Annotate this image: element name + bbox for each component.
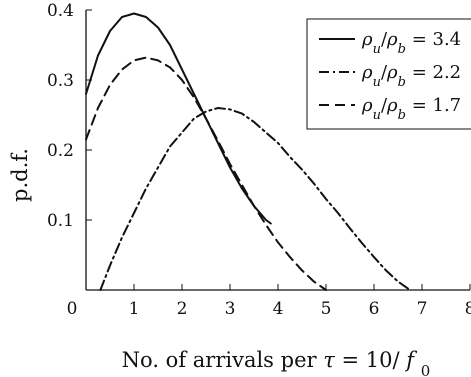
legend-label-2-part-6: = 2.2 <box>406 62 461 83</box>
x-tick-label-0: 0 <box>67 299 78 319</box>
legend-label-1-part-6: = 3.4 <box>406 29 461 50</box>
x-axis-label-subscript: 0 <box>421 362 431 377</box>
y-tick-label-0.4: 0.4 <box>47 1 74 21</box>
legend-label-1-part-5: b <box>398 42 406 57</box>
y-axis-label: p.d.f. <box>8 148 32 202</box>
x-axis-label-equals: = 10/ <box>342 348 401 372</box>
y-tick-label-0.2: 0.2 <box>47 141 74 161</box>
x-axis-label-prefix: No. of arrivals per <box>122 348 324 372</box>
legend-label-3-part-1: ρ <box>361 95 373 116</box>
series-line-1 <box>85 12 272 225</box>
y-tick-label-0.1: 0.1 <box>47 211 74 231</box>
x-tick-label-8: 8 <box>465 299 471 319</box>
x-tick-label-6: 6 <box>369 299 380 319</box>
series-line-3 <box>85 56 327 291</box>
legend: ρu/ρb = 3.4ρu/ρb = 2.2ρu/ρb = 1.7 <box>306 18 471 130</box>
x-axis-label-f: f <box>404 348 417 372</box>
legend-box <box>306 18 471 130</box>
curves-layer <box>85 12 411 291</box>
legend-label-3-part-2: u <box>373 108 381 123</box>
legend-label-3: ρu/ρb = 1.7 <box>361 95 461 123</box>
legend-label-2-part-3: / <box>381 62 388 83</box>
y-tick-label-0.3: 0.3 <box>47 71 74 91</box>
legend-label-2-part-5: b <box>398 75 406 90</box>
legend-label-3-part-6: = 1.7 <box>406 95 461 116</box>
x-tick-label-5: 5 <box>321 299 332 319</box>
legend-label-2-part-1: ρ <box>361 62 373 83</box>
legend-label-1: ρu/ρb = 3.4 <box>361 29 461 57</box>
x-tick-label-1: 1 <box>129 299 140 319</box>
x-tick-label-3: 3 <box>225 299 236 319</box>
series-line-2 <box>99 107 411 291</box>
legend-label-2-part-2: u <box>373 75 381 90</box>
legend-label-1-part-3: / <box>381 29 388 50</box>
legend-label-1-part-1: ρ <box>361 29 373 50</box>
legend-label-3-part-3: / <box>381 95 388 116</box>
legend-label-1-part-4: ρ <box>386 29 398 50</box>
x-axis-label-tau: τ <box>323 348 335 372</box>
legend-label-2-part-4: ρ <box>386 62 398 83</box>
x-tick-label-4: 4 <box>273 299 284 319</box>
legend-label-3-part-5: b <box>398 108 406 123</box>
legend-label-1-part-2: u <box>373 42 381 57</box>
legend-label-3-part-4: ρ <box>386 95 398 116</box>
ticks-layer: 0 1 2 3 4 5 6 7 8 0.1 0.2 0.3 0.4 <box>47 1 471 319</box>
x-tick-label-2: 2 <box>177 299 188 319</box>
x-axis-label: No. of arrivals per τ = 10/ f 0 <box>122 348 431 377</box>
x-tick-label-7: 7 <box>417 299 428 319</box>
legend-label-2: ρu/ρb = 2.2 <box>361 62 461 90</box>
